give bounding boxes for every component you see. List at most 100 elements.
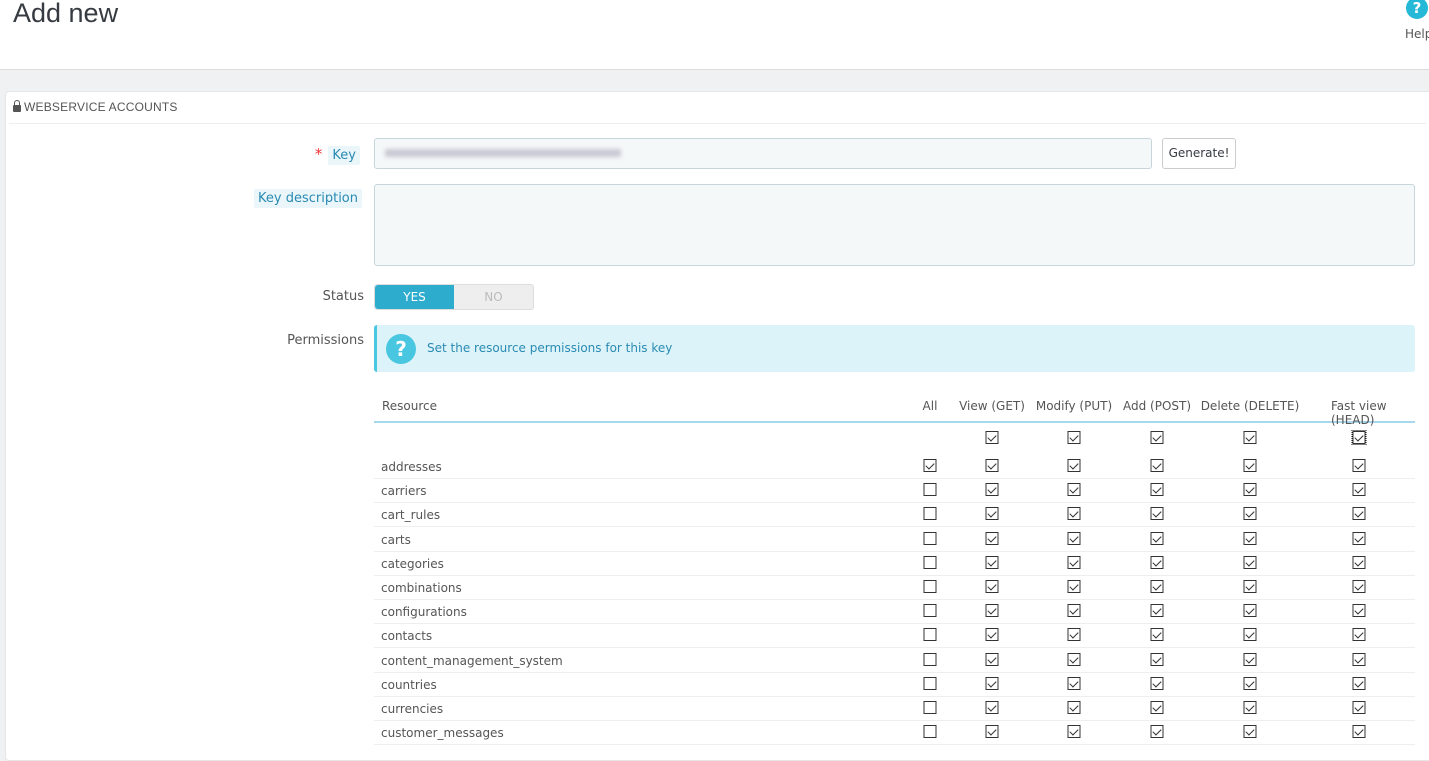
permission-checkbox[interactable]: [985, 701, 999, 714]
permission-checkbox[interactable]: [985, 459, 999, 472]
permissions-table: Resource All View (GET) Modify (PUT) Add (PO…: [374, 393, 1415, 746]
permission-checkbox[interactable]: [923, 483, 937, 497]
permission-checkbox[interactable]: [1243, 604, 1257, 618]
key-input[interactable]: [374, 138, 1152, 169]
permission-checkbox[interactable]: [1150, 459, 1164, 472]
permission-checkbox[interactable]: [985, 604, 999, 618]
table-row: currencies: [374, 697, 1415, 721]
permission-checkbox[interactable]: [1067, 507, 1081, 521]
permission-checkbox[interactable]: [1150, 701, 1164, 714]
permission-checkbox[interactable]: [985, 531, 999, 545]
permission-checkbox[interactable]: [1067, 531, 1081, 545]
permission-checkbox[interactable]: [1150, 555, 1164, 569]
help-button[interactable]: ? Help: [1403, 0, 1429, 41]
table-row: cart_rules: [374, 503, 1415, 528]
permission-checkbox[interactable]: [1243, 555, 1257, 569]
permission-checkbox[interactable]: [1150, 604, 1164, 618]
permission-checkbox[interactable]: [1352, 555, 1366, 569]
permission-checkbox[interactable]: [1067, 483, 1081, 497]
permission-checkbox[interactable]: [1067, 701, 1081, 714]
permission-checkbox[interactable]: [1150, 580, 1164, 593]
permission-checkbox[interactable]: [1067, 604, 1081, 618]
permission-checkbox[interactable]: [985, 555, 999, 569]
permission-checkbox[interactable]: [923, 701, 937, 714]
permission-checkbox[interactable]: [1067, 580, 1081, 593]
description-label-text: Key description: [254, 189, 362, 208]
permission-checkbox[interactable]: [923, 725, 937, 739]
key-description-textarea[interactable]: [374, 184, 1415, 266]
permission-checkbox[interactable]: [1352, 676, 1366, 690]
permission-checkbox[interactable]: [1243, 676, 1257, 690]
permission-checkbox[interactable]: [985, 580, 999, 593]
permission-checkbox[interactable]: [1352, 459, 1366, 472]
permission-checkbox[interactable]: [1067, 555, 1081, 569]
status-label: Status: [322, 289, 364, 304]
permission-checkbox[interactable]: [1243, 459, 1257, 472]
permission-checkbox[interactable]: [1067, 676, 1081, 690]
permission-checkbox[interactable]: [1243, 652, 1257, 666]
permission-checkbox[interactable]: [1150, 725, 1164, 739]
table-row: configurations: [374, 600, 1415, 625]
permission-checkbox[interactable]: [985, 676, 999, 690]
permission-checkbox[interactable]: [1243, 531, 1257, 545]
permission-checkbox[interactable]: [1352, 507, 1366, 521]
resource-name: contacts: [381, 629, 433, 644]
permission-checkbox[interactable]: [1067, 725, 1081, 739]
permission-checkbox[interactable]: [1150, 507, 1164, 521]
resource-name: customer_messages: [381, 726, 504, 741]
permission-checkbox[interactable]: [1243, 483, 1257, 497]
column-header: Resource: [382, 399, 438, 413]
status-toggle[interactable]: YES NO: [374, 284, 534, 310]
permission-checkbox[interactable]: [923, 628, 937, 642]
permission-checkbox[interactable]: [1243, 628, 1257, 642]
permission-checkbox[interactable]: [1243, 580, 1257, 593]
status-yes[interactable]: YES: [375, 285, 454, 309]
permission-checkbox[interactable]: [923, 459, 937, 472]
permission-checkbox[interactable]: [1150, 531, 1164, 545]
permission-checkbox[interactable]: [1243, 725, 1257, 739]
permission-checkbox[interactable]: [1352, 701, 1366, 714]
permission-checkbox[interactable]: [1243, 701, 1257, 714]
permission-checkbox[interactable]: [1352, 628, 1366, 642]
generate-button[interactable]: Generate!: [1162, 138, 1236, 169]
column-header: Modify (PUT): [1035, 399, 1113, 413]
permission-checkbox[interactable]: [923, 507, 937, 521]
permission-checkbox[interactable]: [1352, 483, 1366, 497]
column-select-all-checkbox[interactable]: [985, 431, 999, 444]
permission-checkbox[interactable]: [923, 555, 937, 569]
permission-checkbox[interactable]: [985, 628, 999, 642]
permission-checkbox[interactable]: [985, 652, 999, 666]
table-row: countries: [374, 673, 1415, 697]
permission-checkbox[interactable]: [985, 725, 999, 739]
permission-checkbox[interactable]: [923, 676, 937, 690]
permission-checkbox[interactable]: [985, 483, 999, 497]
permission-checkbox[interactable]: [1243, 507, 1257, 521]
table-header: Resource All View (GET) Modify (PUT) Add (PO…: [374, 393, 1415, 427]
permission-checkbox[interactable]: [923, 604, 937, 618]
column-select-all-checkbox[interactable]: [1243, 431, 1257, 444]
permission-checkbox[interactable]: [923, 580, 937, 593]
permission-checkbox[interactable]: [1352, 725, 1366, 739]
permission-checkbox[interactable]: [1150, 628, 1164, 642]
column-select-all-checkbox[interactable]: [1150, 431, 1164, 444]
permission-checkbox[interactable]: [923, 531, 937, 545]
permission-checkbox[interactable]: [1150, 676, 1164, 690]
description-label: Key description: [200, 189, 362, 208]
column-select-all-checkbox[interactable]: [1067, 431, 1081, 444]
table-row: customer_messages: [374, 721, 1415, 746]
permission-checkbox[interactable]: [1067, 652, 1081, 666]
select-all-row: [374, 427, 1415, 451]
permission-checkbox[interactable]: [1150, 652, 1164, 666]
permission-checkbox[interactable]: [1352, 580, 1366, 593]
permission-checkbox[interactable]: [1150, 483, 1164, 497]
status-no[interactable]: NO: [484, 290, 503, 304]
permission-checkbox[interactable]: [923, 652, 937, 666]
permission-checkbox[interactable]: [1352, 652, 1366, 666]
permission-checkbox[interactable]: [1352, 531, 1366, 545]
permission-checkbox[interactable]: [1352, 604, 1366, 618]
permission-checkbox[interactable]: [985, 507, 999, 521]
resource-name: countries: [381, 677, 437, 692]
permission-checkbox[interactable]: [1067, 628, 1081, 642]
column-select-all-checkbox[interactable]: [1351, 430, 1367, 445]
permission-checkbox[interactable]: [1067, 459, 1081, 472]
